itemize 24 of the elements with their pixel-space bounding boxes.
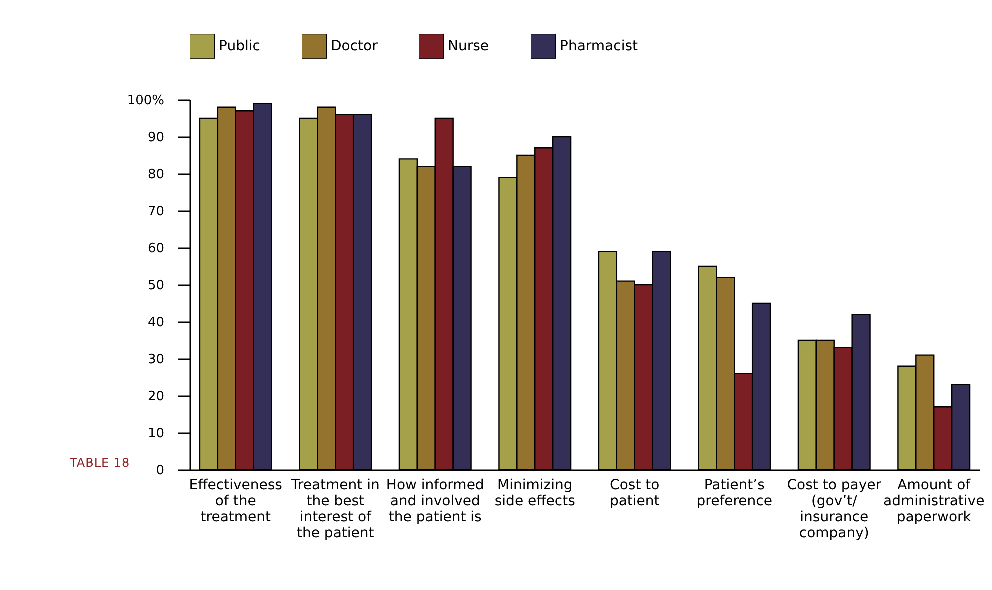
y-tick-label: 100% [127,94,164,108]
x-tick-label: Cost to patient [610,478,660,510]
y-tick-label: 50 [148,278,164,294]
y-tick-label: 10 [148,426,164,442]
y-tick-label: 30 [148,352,164,368]
x-tick-label: Effectiveness of the treatment [189,478,282,526]
legend-label: Public [219,38,260,55]
caption: TABLE 18 [70,456,130,470]
x-tick-label: Patient’s preference [696,478,772,510]
x-tick-label: How informed and involved the patient is [386,478,484,526]
y-tick-label: 70 [148,204,164,220]
y-tick-label: 0 [156,464,164,478]
x-tick-label: Cost to payer (gov’t/ insurance company) [787,478,882,542]
x-tick-label: Amount of administrative paperwork [884,478,985,526]
y-tick-label: 90 [148,130,164,146]
y-tick-label: 80 [148,168,164,182]
y-tick-label: 40 [148,316,164,330]
legend-label: Nurse [448,38,490,55]
x-tick-label: Treatment in the best interest of the patient [290,478,380,542]
legend-label: Pharmacist [560,38,638,55]
x-tick-label: Minimizing side effects [494,478,576,510]
y-tick-label: 20 [148,390,164,404]
legend-label: Doctor [331,38,378,55]
y-tick-label: 60 [148,242,164,256]
